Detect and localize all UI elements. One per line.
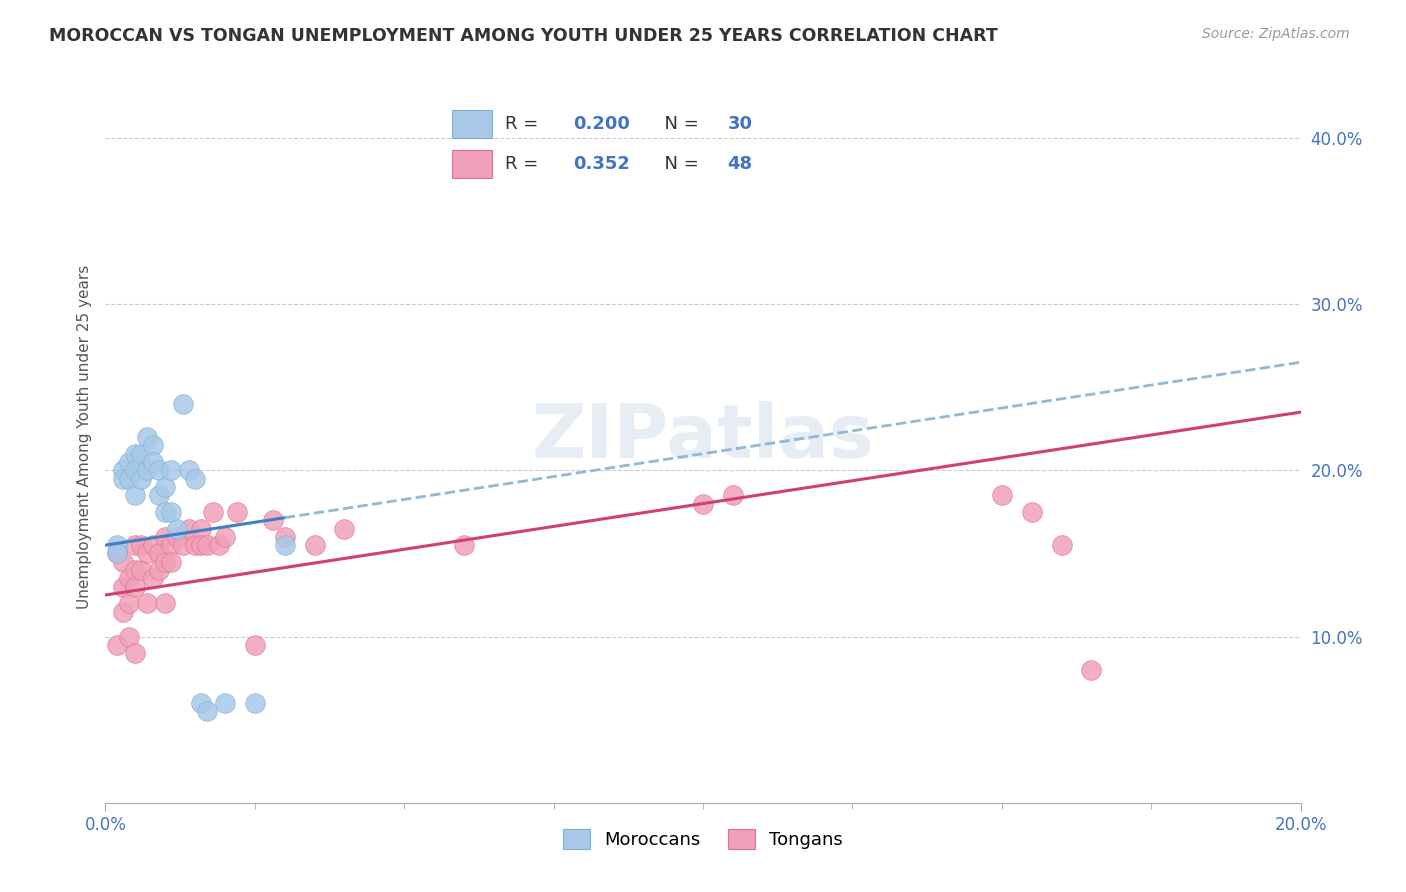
Text: R =: R =: [505, 155, 544, 173]
Point: [1080, 663, 1102, 677]
Text: N =: N =: [654, 115, 704, 133]
Point: [124, 463, 146, 477]
Point: [990, 488, 1012, 502]
Text: N =: N =: [654, 155, 704, 173]
Point: [172, 397, 194, 411]
Point: [304, 538, 326, 552]
Point: [129, 472, 153, 486]
Text: 48: 48: [727, 155, 752, 173]
Text: 0.352: 0.352: [572, 155, 630, 173]
Point: [160, 538, 183, 552]
Point: [160, 555, 183, 569]
Point: [243, 696, 266, 710]
Point: [118, 630, 141, 644]
Point: [148, 546, 170, 560]
Point: [107, 546, 129, 560]
Text: Source: ZipAtlas.com: Source: ZipAtlas.com: [1202, 27, 1350, 41]
Point: [118, 455, 141, 469]
Point: [142, 571, 165, 585]
Point: [177, 463, 201, 477]
Point: [155, 480, 177, 494]
Point: [124, 646, 146, 660]
Text: R =: R =: [505, 115, 544, 133]
Point: [190, 538, 212, 552]
Point: [148, 488, 170, 502]
FancyBboxPatch shape: [453, 150, 492, 178]
Point: [262, 513, 284, 527]
Point: [177, 521, 201, 535]
Point: [172, 538, 194, 552]
Point: [118, 472, 141, 486]
Point: [243, 638, 266, 652]
Point: [148, 463, 170, 477]
Point: [124, 447, 146, 461]
Point: [129, 447, 153, 461]
Point: [214, 696, 236, 710]
Point: [118, 596, 141, 610]
Point: [107, 538, 129, 552]
Point: [124, 488, 146, 502]
Point: [148, 563, 170, 577]
Point: [273, 538, 295, 552]
Point: [107, 638, 129, 652]
Point: [142, 438, 165, 452]
Point: [124, 563, 146, 577]
Point: [273, 530, 295, 544]
Point: [195, 705, 218, 719]
Point: [208, 538, 231, 552]
Point: [155, 596, 177, 610]
Point: [107, 546, 129, 560]
Point: [333, 521, 356, 535]
Point: [225, 505, 249, 519]
Point: [112, 463, 135, 477]
Point: [453, 538, 475, 552]
Point: [1050, 538, 1073, 552]
Point: [112, 605, 135, 619]
Point: [112, 472, 135, 486]
Point: [692, 497, 714, 511]
Point: [155, 505, 177, 519]
Text: ZIPatlas: ZIPatlas: [531, 401, 875, 474]
Point: [112, 555, 135, 569]
Point: [1021, 505, 1043, 519]
Point: [136, 546, 159, 560]
Point: [202, 505, 225, 519]
Point: [136, 596, 159, 610]
Point: [124, 538, 146, 552]
Point: [195, 538, 218, 552]
Point: [184, 472, 207, 486]
Legend: Moroccans, Tongans: Moroccans, Tongans: [555, 822, 851, 856]
Point: [190, 521, 212, 535]
Point: [136, 430, 159, 444]
Point: [155, 555, 177, 569]
Point: [160, 505, 183, 519]
Point: [136, 463, 159, 477]
Point: [142, 455, 165, 469]
Point: [129, 563, 153, 577]
Text: 0.200: 0.200: [572, 115, 630, 133]
Point: [166, 521, 188, 535]
Text: MOROCCAN VS TONGAN UNEMPLOYMENT AMONG YOUTH UNDER 25 YEARS CORRELATION CHART: MOROCCAN VS TONGAN UNEMPLOYMENT AMONG YO…: [49, 27, 998, 45]
Point: [160, 463, 183, 477]
Point: [124, 580, 146, 594]
FancyBboxPatch shape: [453, 110, 492, 138]
Point: [166, 530, 188, 544]
Text: 30: 30: [727, 115, 752, 133]
Point: [184, 538, 207, 552]
Point: [112, 580, 135, 594]
Point: [214, 530, 236, 544]
Point: [118, 571, 141, 585]
Point: [129, 538, 153, 552]
Y-axis label: Unemployment Among Youth under 25 years: Unemployment Among Youth under 25 years: [76, 265, 91, 609]
Point: [142, 538, 165, 552]
Point: [155, 530, 177, 544]
Point: [721, 488, 744, 502]
Point: [190, 696, 212, 710]
